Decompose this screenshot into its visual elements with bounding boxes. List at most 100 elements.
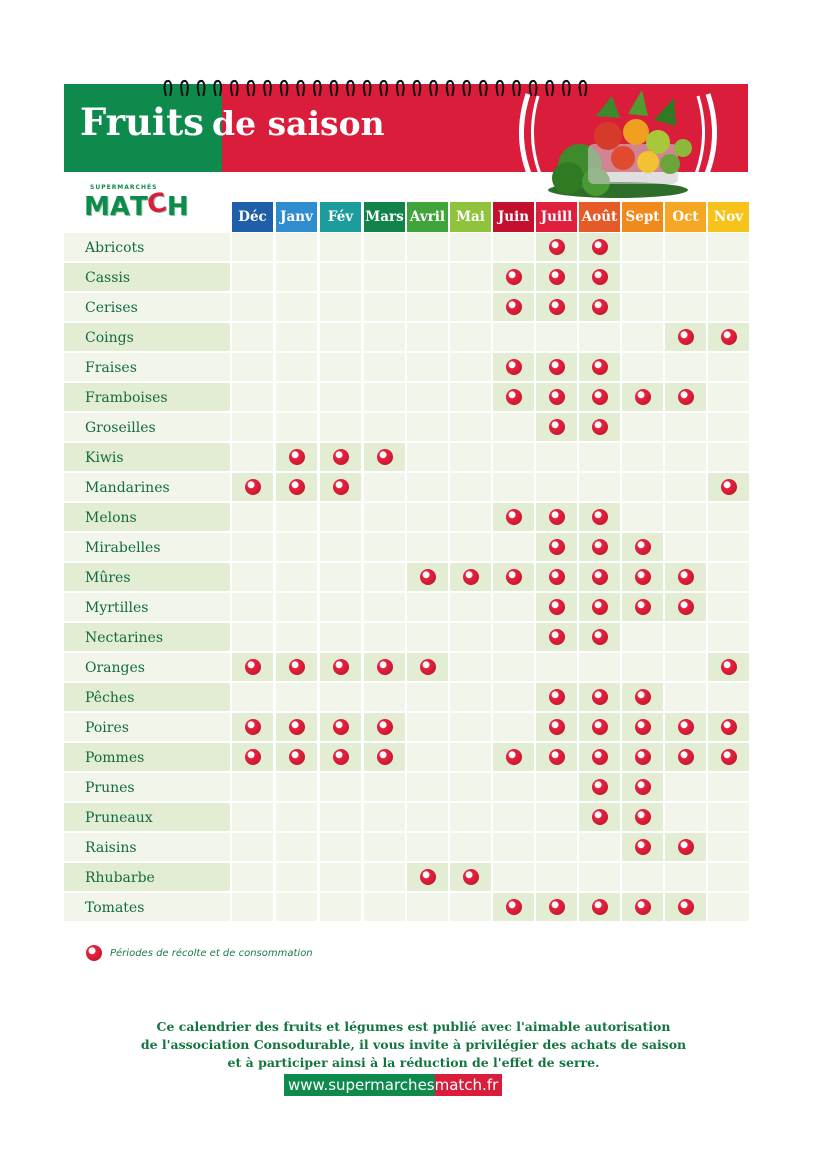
calendar-cell bbox=[407, 563, 448, 591]
calendar-cell bbox=[364, 743, 405, 771]
calendar-cell bbox=[320, 803, 361, 831]
calendar-cell bbox=[622, 503, 663, 531]
calendar-cell bbox=[276, 653, 317, 681]
calendar-cell bbox=[320, 743, 361, 771]
logo-letter: T bbox=[130, 192, 148, 222]
calendar-cell bbox=[536, 413, 577, 441]
calendar-cell bbox=[536, 293, 577, 321]
calendar-cell bbox=[364, 803, 405, 831]
calendar-cell bbox=[276, 683, 317, 711]
footer-line: Ce calendrier des fruits et légumes est … bbox=[156, 1019, 671, 1034]
harvest-dot-icon bbox=[591, 359, 608, 375]
calendar-cell bbox=[579, 323, 620, 351]
month-header: Janv bbox=[276, 202, 317, 232]
calendar-cell bbox=[450, 653, 491, 681]
month-header: Juill bbox=[536, 202, 577, 232]
calendar-cell bbox=[493, 743, 534, 771]
calendar-cell bbox=[407, 743, 448, 771]
website-link[interactable]: www.supermarches match.fr bbox=[284, 1074, 503, 1096]
calendar-cell bbox=[493, 653, 534, 681]
month-header: Déc bbox=[232, 202, 273, 232]
calendar-cell bbox=[622, 353, 663, 381]
calendar-cell bbox=[276, 473, 317, 501]
calendar-cell bbox=[364, 503, 405, 531]
harvest-dot-icon bbox=[677, 749, 694, 765]
harvest-dot-icon bbox=[720, 719, 737, 735]
harvest-dot-icon bbox=[548, 599, 565, 615]
fruit-name: Abricots bbox=[64, 233, 230, 261]
month-header: Oct bbox=[665, 202, 706, 232]
calendar-cell bbox=[232, 863, 273, 891]
header-banner: Fruits de saison bbox=[64, 79, 748, 198]
harvest-dot-icon bbox=[720, 479, 737, 495]
calendar-cell bbox=[232, 263, 273, 291]
calendar-cell bbox=[232, 683, 273, 711]
footer-note: Ce calendrier des fruits et légumes est … bbox=[0, 1018, 827, 1072]
calendar-cell bbox=[708, 443, 749, 471]
title-sub: de saison bbox=[212, 104, 385, 143]
calendar-cell bbox=[665, 743, 706, 771]
page-title: Fruits de saison bbox=[80, 100, 385, 144]
calendar-cell bbox=[536, 593, 577, 621]
calendar-cell bbox=[622, 683, 663, 711]
calendar-cell bbox=[708, 893, 749, 921]
month-header: Juin bbox=[493, 202, 534, 232]
calendar-cell bbox=[276, 593, 317, 621]
calendar-cell bbox=[622, 443, 663, 471]
fruit-name: Cassis bbox=[64, 263, 230, 291]
calendar-cell bbox=[407, 773, 448, 801]
harvest-dot-icon bbox=[591, 299, 608, 315]
calendar-cell bbox=[665, 893, 706, 921]
calendar-cell bbox=[493, 443, 534, 471]
calendar-cell bbox=[579, 863, 620, 891]
calendar-cell bbox=[708, 383, 749, 411]
calendar-cell bbox=[320, 323, 361, 351]
calendar-cell bbox=[665, 593, 706, 621]
website-part-1[interactable]: www.supermarches bbox=[284, 1074, 435, 1096]
calendar-cell bbox=[407, 383, 448, 411]
calendar-cell bbox=[320, 533, 361, 561]
harvest-dot-icon bbox=[634, 689, 651, 705]
calendar-cell bbox=[364, 323, 405, 351]
calendar-cell bbox=[232, 443, 273, 471]
calendar-cell bbox=[450, 803, 491, 831]
calendar-cell bbox=[579, 533, 620, 561]
logo-letter: C bbox=[144, 187, 169, 221]
fruit-name: Myrtilles bbox=[64, 593, 230, 621]
calendar-cell bbox=[493, 893, 534, 921]
calendar-cell bbox=[364, 683, 405, 711]
harvest-dot-icon bbox=[591, 239, 608, 255]
calendar-cell bbox=[320, 623, 361, 651]
calendar-cell bbox=[708, 323, 749, 351]
calendar-cell bbox=[320, 773, 361, 801]
calendar-cell bbox=[407, 443, 448, 471]
calendar-cell bbox=[622, 413, 663, 441]
calendar-cell bbox=[579, 263, 620, 291]
calendar-cell bbox=[320, 353, 361, 381]
calendar-cell bbox=[320, 563, 361, 591]
month-header: Sept bbox=[622, 202, 663, 232]
calendar-cell bbox=[493, 863, 534, 891]
calendar-cell bbox=[579, 353, 620, 381]
calendar-cell bbox=[536, 263, 577, 291]
calendar-cell bbox=[493, 383, 534, 411]
calendar-cell bbox=[320, 293, 361, 321]
website-part-2[interactable]: match.fr bbox=[434, 1074, 503, 1096]
calendar-cell bbox=[622, 323, 663, 351]
logo-letter: A bbox=[109, 192, 130, 222]
calendar-cell bbox=[364, 833, 405, 861]
calendar-cell bbox=[320, 413, 361, 441]
calendar-cell bbox=[232, 563, 273, 591]
calendar-cell bbox=[276, 623, 317, 651]
calendar-cell bbox=[536, 473, 577, 501]
harvest-dot-icon bbox=[634, 719, 651, 735]
logo-small-text: SUPERMARCHÉS bbox=[90, 184, 158, 191]
fruit-name: Coings bbox=[64, 323, 230, 351]
calendar-cell bbox=[450, 533, 491, 561]
harvest-dot-icon bbox=[548, 389, 565, 405]
calendar-cell bbox=[493, 563, 534, 591]
calendar-cell bbox=[708, 563, 749, 591]
calendar-cell bbox=[450, 593, 491, 621]
calendar-cell bbox=[622, 833, 663, 861]
calendar-cell bbox=[320, 473, 361, 501]
